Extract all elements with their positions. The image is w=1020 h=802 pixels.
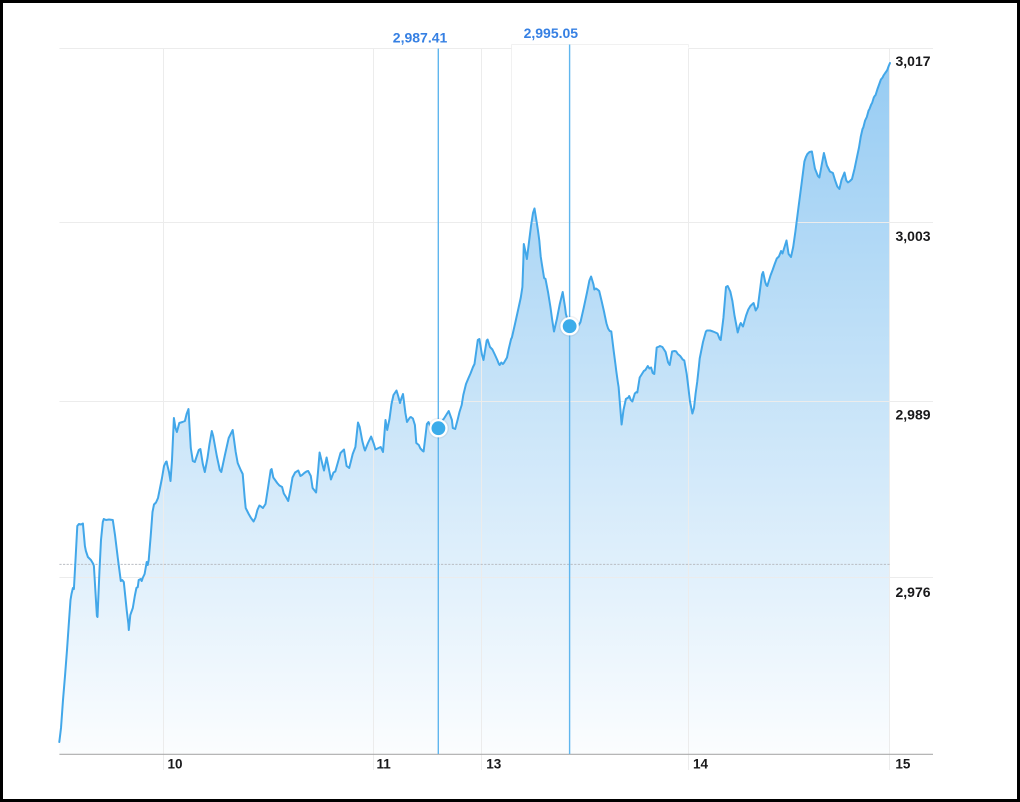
svg-text:11: 11: [377, 757, 392, 772]
svg-text:15: 15: [895, 757, 911, 772]
svg-text:3,017: 3,017: [896, 53, 931, 69]
svg-text:10: 10: [168, 757, 183, 772]
svg-text:14: 14: [693, 757, 709, 772]
svg-text:2,989: 2,989: [896, 406, 931, 422]
svg-text:3,003: 3,003: [896, 228, 931, 244]
svg-text:2,976: 2,976: [896, 584, 931, 600]
svg-text:13: 13: [486, 757, 502, 772]
svg-text:2,995.05: 2,995.05: [524, 25, 579, 41]
svg-text:2,987.41: 2,987.41: [393, 30, 448, 46]
